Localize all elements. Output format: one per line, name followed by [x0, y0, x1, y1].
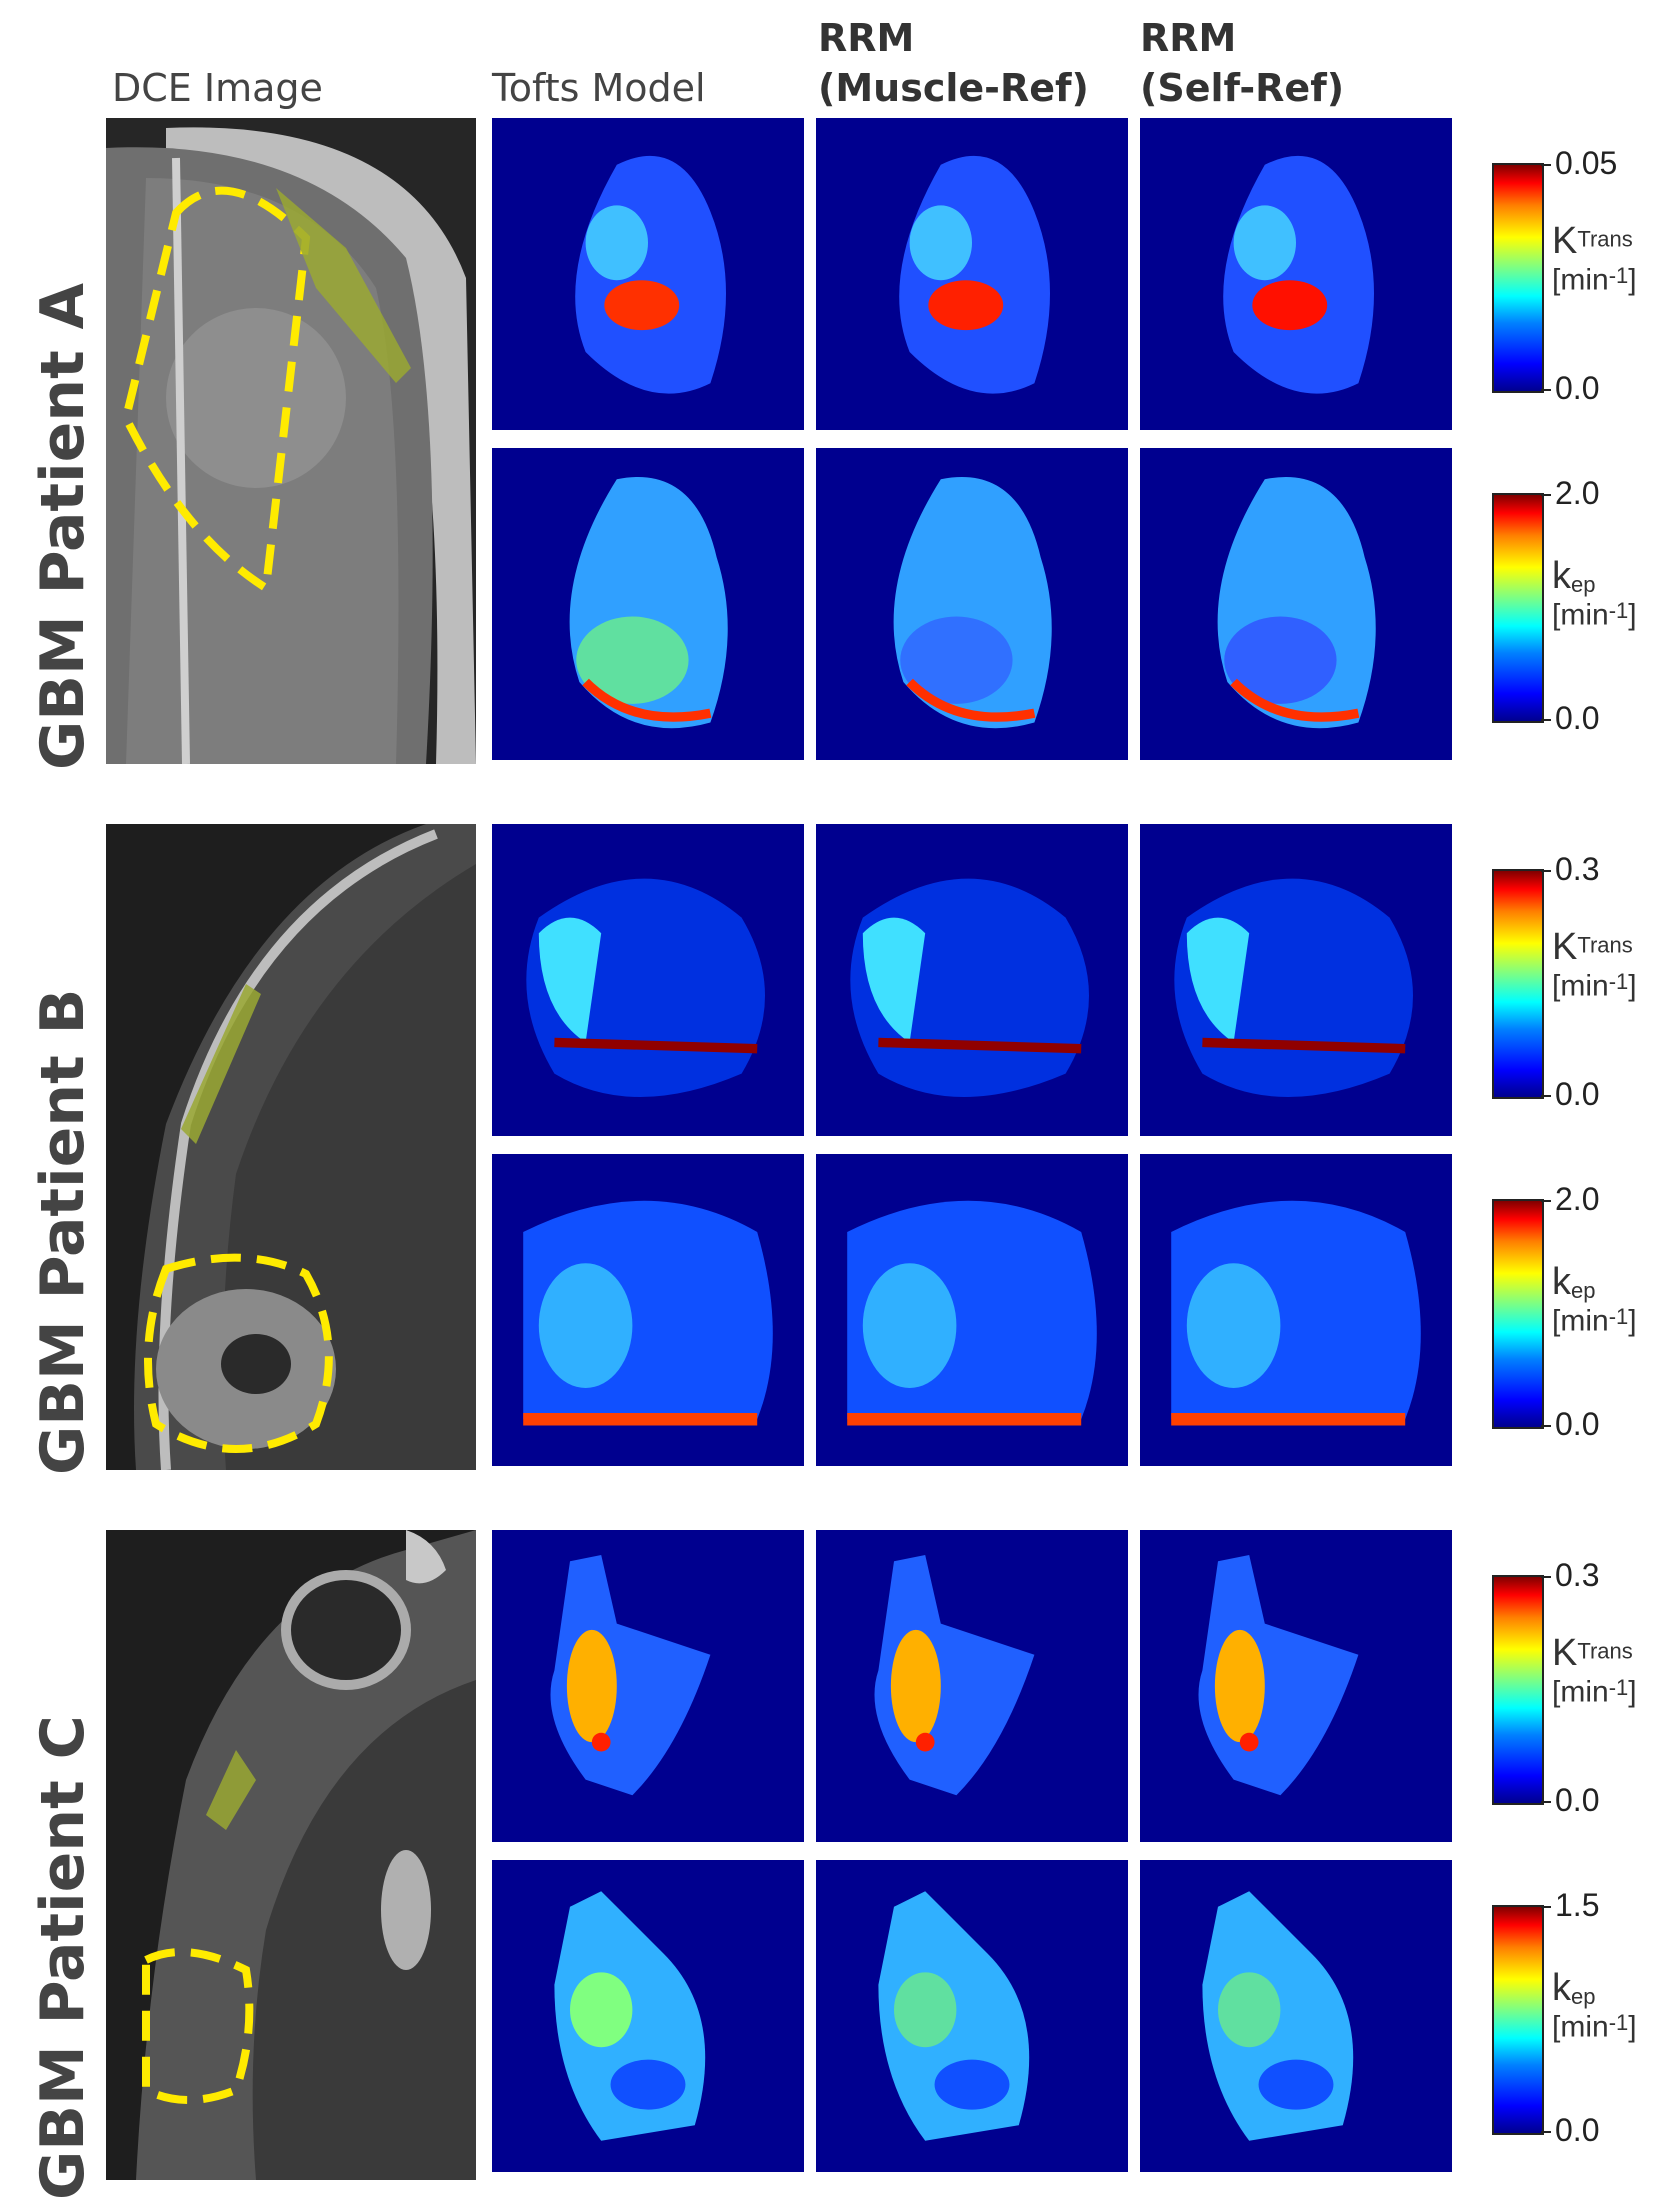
kep-min-a: 0.0 [1540, 700, 1600, 736]
header-rrm-muscle-line2: (Muscle-Ref) [818, 66, 1089, 110]
colorbar-kep-c [1492, 1905, 1544, 2135]
kep-map-tofts-b [492, 1154, 804, 1466]
ktrans-max-b: 0.3 [1540, 851, 1600, 887]
ktrans-max-a: 0.05 [1540, 145, 1618, 181]
kep-map-rrm-muscle-a [816, 448, 1128, 760]
kep-unit-label-c: kep [min-1] [1552, 1967, 1637, 2044]
ktrans-unit-label-a: KTrans [min-1] [1552, 220, 1637, 297]
colorbar-kep-b [1492, 1199, 1544, 1429]
ktrans-map-tofts-b [492, 824, 804, 1136]
header-dce-image: DCE Image [112, 66, 323, 110]
row-label-patient-a: GBM Patient A [28, 282, 98, 770]
colorbar-ktrans-a [1492, 163, 1544, 393]
kep-unit-label-b: kep [min-1] [1552, 1261, 1637, 1338]
colorbar-ktrans-b [1492, 869, 1544, 1099]
kep-map-rrm-self-b [1140, 1154, 1452, 1466]
ktrans-map-rrm-muscle-a [816, 118, 1128, 430]
ktrans-min-b: 0.0 [1540, 1076, 1600, 1112]
ktrans-unit-label-b: KTrans [min-1] [1552, 926, 1637, 1003]
ktrans-map-rrm-self-c [1140, 1530, 1452, 1842]
kep-min-c: 0.0 [1540, 2112, 1600, 2148]
header-tofts-model: Tofts Model [492, 66, 706, 110]
kep-map-rrm-self-c [1140, 1860, 1452, 2172]
ktrans-map-rrm-muscle-b [816, 824, 1128, 1136]
kep-unit-label-a: kep [min-1] [1552, 555, 1637, 632]
kep-max-c: 1.5 [1540, 1887, 1600, 1923]
dce-image-patient-c [106, 1530, 476, 2180]
ktrans-map-rrm-self-a [1140, 118, 1452, 430]
colorbar-ktrans-c [1492, 1575, 1544, 1805]
ktrans-map-rrm-self-b [1140, 824, 1452, 1136]
kep-map-tofts-c [492, 1860, 804, 2172]
colorbar-kep-a [1492, 493, 1544, 723]
ktrans-map-rrm-muscle-c [816, 1530, 1128, 1842]
kep-map-rrm-muscle-c [816, 1860, 1128, 2172]
header-rrm-self-line2: (Self-Ref) [1140, 66, 1345, 110]
kep-min-b: 0.0 [1540, 1406, 1600, 1442]
kep-map-tofts-a [492, 448, 804, 760]
ktrans-map-tofts-c [492, 1530, 804, 1842]
kep-map-rrm-self-a [1140, 448, 1452, 760]
kep-max-a: 2.0 [1540, 475, 1600, 511]
ktrans-min-c: 0.0 [1540, 1782, 1600, 1818]
ktrans-min-a: 0.0 [1540, 370, 1600, 406]
kep-max-b: 2.0 [1540, 1181, 1600, 1217]
ktrans-unit-label-c: KTrans [min-1] [1552, 1632, 1637, 1709]
header-rrm-self-line1: RRM [1140, 16, 1237, 60]
row-label-patient-b: GBM Patient B [28, 988, 98, 1475]
ktrans-map-tofts-a [492, 118, 804, 430]
kep-map-rrm-muscle-b [816, 1154, 1128, 1466]
row-label-patient-c: GBM Patient C [28, 1715, 98, 2200]
header-rrm-muscle-line1: RRM [818, 16, 915, 60]
dce-image-patient-a [106, 118, 476, 764]
dce-image-patient-b [106, 824, 476, 1470]
ktrans-max-c: 0.3 [1540, 1557, 1600, 1593]
